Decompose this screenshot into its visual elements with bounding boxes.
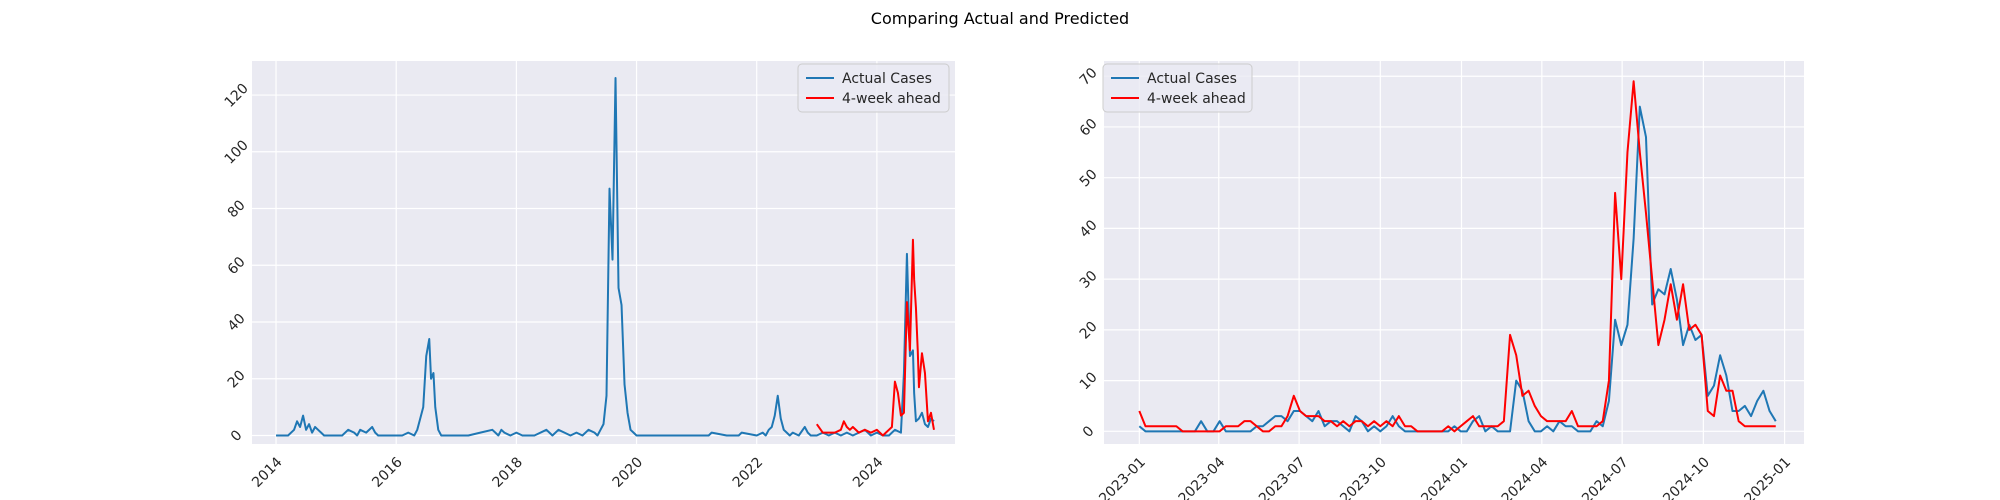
plot-area <box>252 61 955 444</box>
legend: Actual Cases 4-week ahead <box>1102 63 1253 113</box>
figure-suptitle: Comparing Actual and Predicted <box>871 9 1129 28</box>
legend: Actual Cases 4-week ahead <box>797 63 950 113</box>
series-line-4-week-ahead <box>815 238 935 437</box>
legend-label: Actual Cases <box>1147 71 1237 87</box>
legend-label: 4-week ahead <box>842 91 941 107</box>
series-line-4-week-ahead <box>1138 80 1776 433</box>
legend-frame <box>1102 63 1253 113</box>
series-line-actual-cases <box>276 77 935 437</box>
legend-frame <box>797 63 950 113</box>
plot-area <box>1104 61 1804 444</box>
legend-label: 4-week ahead <box>1147 91 1246 107</box>
legend-label: Actual Cases <box>842 71 932 87</box>
